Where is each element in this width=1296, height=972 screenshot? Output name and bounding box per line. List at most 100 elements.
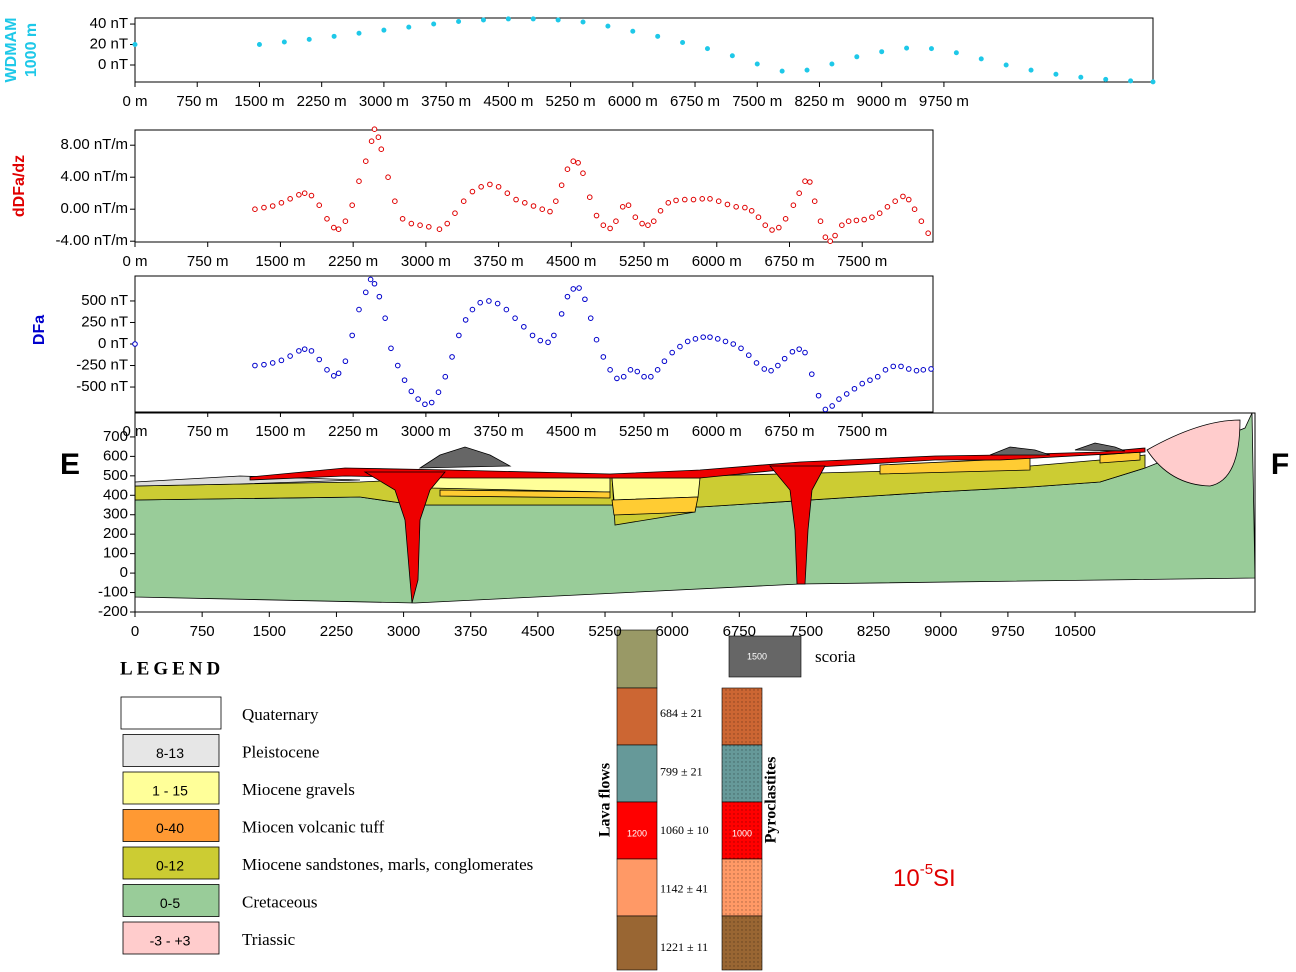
data-point	[674, 198, 679, 203]
x-tick-label: 7500 m	[732, 93, 782, 110]
x-tick-label: 4500	[521, 623, 554, 640]
data-point	[253, 207, 258, 212]
data-point	[808, 180, 813, 185]
data-point	[488, 182, 493, 187]
data-point	[407, 25, 411, 29]
legend-text: Cretaceous	[242, 892, 318, 911]
data-point	[763, 223, 768, 228]
data-point	[270, 361, 275, 366]
legend-swatch	[121, 697, 221, 729]
scoria-value: 1500	[747, 651, 767, 661]
scoria-hill	[1075, 443, 1125, 451]
data-point	[432, 22, 436, 26]
data-point	[905, 46, 909, 50]
legend-text: Triassic	[242, 930, 296, 949]
data-point	[317, 357, 322, 362]
data-point	[552, 333, 557, 338]
scoria-hill	[420, 447, 510, 468]
y-tick-label: 0 nT	[98, 56, 128, 73]
pyro-value: 1000	[732, 828, 752, 838]
y-tick-label: 200	[103, 525, 128, 542]
data-point	[372, 281, 377, 286]
data-point	[331, 374, 336, 379]
data-point	[309, 193, 314, 198]
data-point	[783, 217, 788, 222]
data-point	[416, 397, 421, 402]
data-point	[302, 191, 307, 196]
x-tick-label: 1500 m	[255, 253, 305, 270]
y-tick-label: 100	[103, 545, 128, 562]
data-point	[350, 333, 355, 338]
data-point	[514, 197, 519, 202]
data-point	[670, 350, 675, 355]
data-point	[708, 335, 713, 340]
data-point	[608, 368, 613, 373]
age-label: 799 ± 21	[660, 764, 703, 778]
data-point	[594, 337, 599, 342]
data-point	[297, 349, 302, 354]
y-tick-label: 20 nT	[90, 35, 128, 52]
x-tick-label: 7500 m	[837, 253, 887, 270]
data-point	[666, 201, 671, 206]
data-point	[635, 369, 640, 374]
data-point	[363, 290, 368, 295]
data-point	[1129, 79, 1133, 83]
data-point	[307, 37, 311, 41]
data-point	[257, 43, 261, 47]
x-tick-label: 8250 m	[794, 93, 844, 110]
data-point	[770, 228, 775, 233]
data-point	[868, 378, 873, 383]
age-label: 1142 ± 41	[660, 881, 708, 895]
x-tick-label: 10500	[1054, 623, 1096, 640]
y-tick-label: -200	[98, 603, 128, 620]
data-point	[797, 191, 802, 196]
x-tick-label: 5250 m	[546, 93, 596, 110]
x-tick-label: 3000	[387, 623, 420, 640]
legend-text: Miocene gravels	[242, 780, 355, 799]
x-tick-label: 4500 m	[546, 423, 596, 440]
data-point	[363, 159, 368, 164]
x-tick-label: 0	[131, 623, 139, 640]
data-point	[463, 318, 468, 323]
data-point	[633, 215, 638, 220]
data-point	[369, 139, 374, 144]
data-point	[880, 50, 884, 54]
data-point	[470, 307, 475, 312]
data-point	[906, 197, 911, 202]
data-point	[642, 374, 647, 379]
data-point	[730, 54, 734, 58]
lava-value: 1200	[627, 828, 647, 838]
y-tick-label: 500	[103, 467, 128, 484]
data-point	[357, 31, 361, 35]
y-tick-label: 0 nT	[98, 335, 128, 352]
data-point	[846, 219, 851, 224]
data-point	[743, 205, 748, 210]
data-point	[777, 225, 782, 230]
data-point	[556, 18, 560, 22]
data-point	[693, 337, 698, 342]
data-point	[755, 62, 759, 66]
data-point	[862, 217, 867, 222]
x-tick-label: 6000 m	[692, 423, 742, 440]
data-point	[297, 193, 302, 198]
data-point	[840, 223, 845, 228]
data-point	[656, 34, 660, 38]
y-axis-label: dDFa/dz	[11, 155, 28, 217]
data-point	[716, 199, 721, 204]
data-point	[581, 171, 586, 176]
lava-column	[617, 630, 657, 970]
y-tick-label: 4.00 nT/m	[60, 168, 128, 185]
data-point	[893, 199, 898, 204]
data-point	[731, 342, 736, 347]
column-cell	[617, 745, 657, 802]
data-point	[828, 239, 833, 244]
column-cell	[617, 859, 657, 916]
data-point	[877, 211, 882, 216]
data-point	[921, 368, 926, 373]
data-point	[929, 47, 933, 51]
legend-value: 8-13	[156, 745, 184, 761]
data-point	[979, 57, 983, 61]
data-point	[901, 194, 906, 199]
data-point	[891, 364, 896, 369]
data-point	[678, 344, 683, 349]
